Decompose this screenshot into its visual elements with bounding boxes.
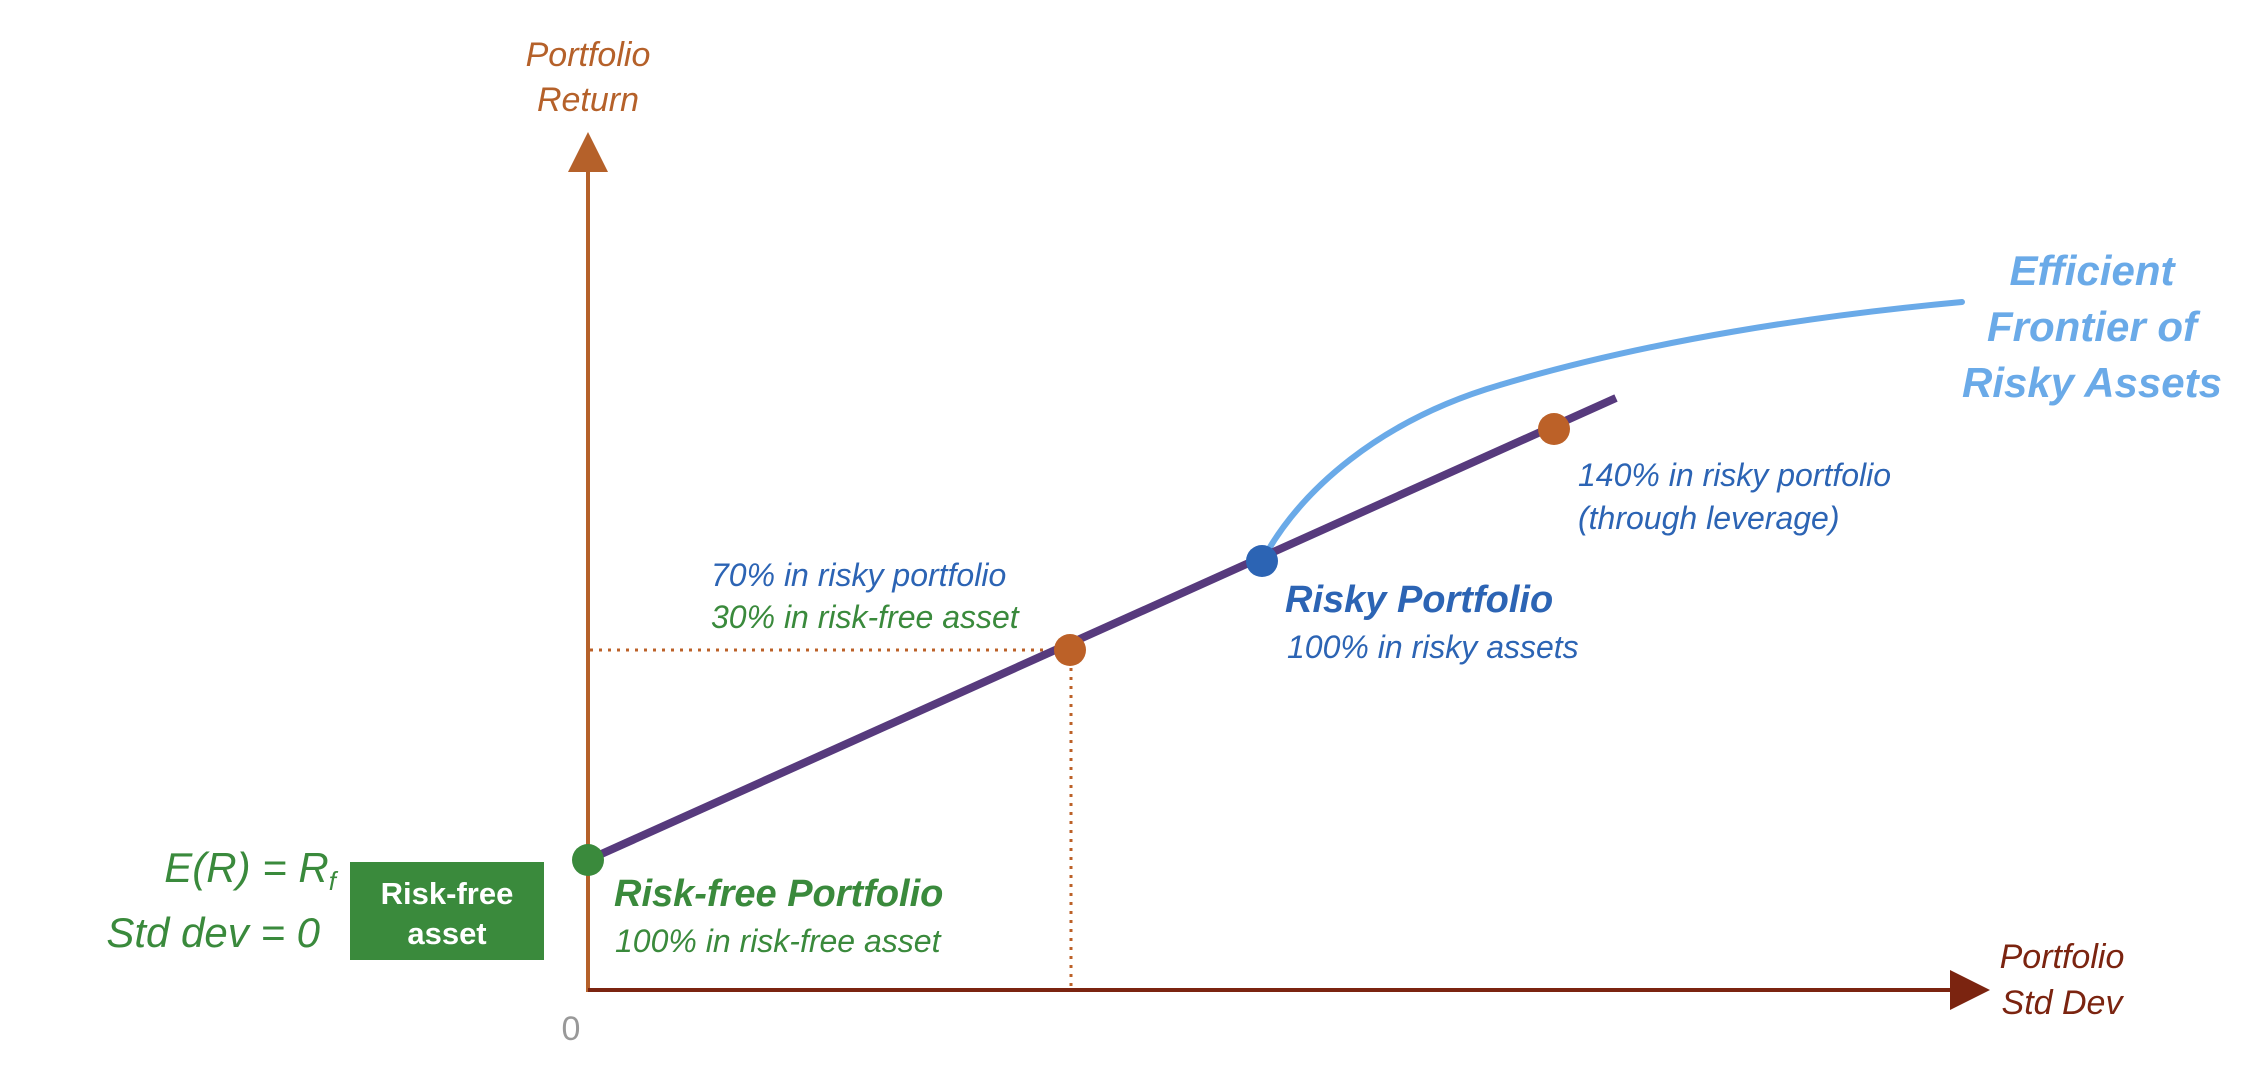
mix-point-line2: 30% in risk-free asset bbox=[711, 599, 1020, 635]
frontier-label-line1: Efficient bbox=[2010, 247, 2177, 294]
x-axis-label-line2: Std Dev bbox=[2002, 984, 2125, 1022]
risk-free-portfolio-subtitle: 100% in risk-free asset bbox=[615, 923, 942, 959]
frontier-label-line3: Risky Assets bbox=[1962, 359, 2222, 406]
std-dev-label: Std dev = 0 bbox=[106, 909, 320, 956]
leverage-point bbox=[1538, 413, 1570, 445]
capital-allocation-line bbox=[586, 394, 1618, 864]
risk-free-portfolio-title: Risk-free Portfolio bbox=[614, 873, 943, 915]
risk-free-box-line1: Risk-free bbox=[381, 876, 514, 911]
origin-label: 0 bbox=[562, 1010, 581, 1048]
y-axis-label-line2: Return bbox=[537, 81, 639, 119]
risk-free-point bbox=[572, 844, 604, 876]
risk-free-asset-box bbox=[350, 862, 544, 960]
x-axis-label-line1: Portfolio bbox=[2000, 938, 2125, 976]
risky-portfolio-point bbox=[1246, 545, 1278, 577]
y-axis-label-line1: Portfolio bbox=[526, 36, 651, 74]
efficient-frontier-curve bbox=[1259, 299, 1965, 564]
frontier-label-line2: Frontier of bbox=[1987, 303, 2201, 350]
leverage-point-line2: (through leverage) bbox=[1578, 500, 1839, 536]
mix-point-line1: 70% in risky portfolio bbox=[711, 557, 1006, 593]
mix-point bbox=[1054, 634, 1086, 666]
risky-portfolio-title: Risky Portfolio bbox=[1285, 579, 1553, 621]
leverage-point-line1: 140% in risky portfolio bbox=[1578, 457, 1891, 493]
expected-return-label: E(R) = Rf bbox=[164, 844, 339, 896]
risk-free-box-line2: asset bbox=[407, 916, 486, 951]
risky-portfolio-subtitle: 100% in risky assets bbox=[1287, 629, 1579, 665]
